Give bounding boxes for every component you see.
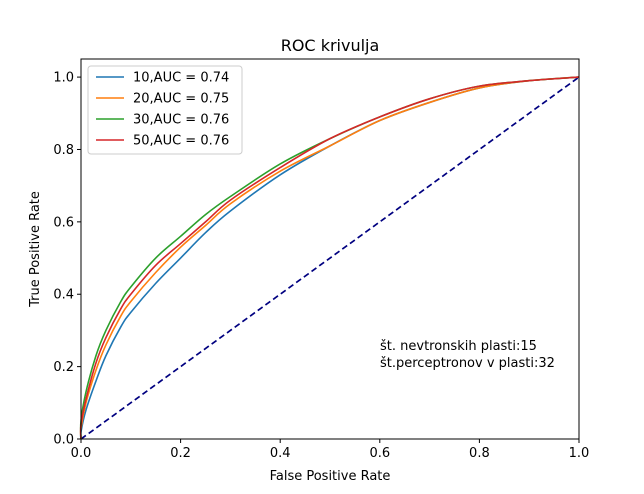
y-tick-label: 0.2 (53, 360, 74, 375)
y-tick-label: 0.4 (53, 288, 74, 303)
y-axis-label: True Positive Rate (28, 191, 43, 308)
legend-label-1: 10,AUC = 0.74 (133, 71, 229, 86)
x-axis: 0.0 0.2 0.4 0.6 0.8 1.0 (71, 439, 590, 461)
x-tick-label: 0.4 (270, 446, 291, 461)
legend-box (87, 65, 243, 155)
y-axis: 0.0 0.2 0.4 0.6 0.8 1.0 (53, 71, 81, 448)
x-tick-label: 0.0 (71, 446, 92, 461)
legend-label-4: 50,AUC = 0.76 (133, 134, 229, 149)
annotation-perceptrons: št.perceptronov v plasti:32 (380, 356, 555, 371)
x-tick-label: 1.0 (569, 446, 590, 461)
y-tick-label: 0.6 (53, 215, 74, 230)
x-tick-label: 0.8 (469, 446, 490, 461)
legend-label-3: 30,AUC = 0.76 (133, 113, 229, 128)
series-line-4 (79, 76, 580, 440)
y-tick-label: 0.8 (53, 143, 74, 158)
chart-title: ROC krivulja (281, 36, 380, 55)
series-line-2 (79, 76, 580, 440)
x-tick-label: 0.2 (170, 446, 191, 461)
legend: 10,AUC = 0.74 20,AUC = 0.75 30,AUC = 0.76 5… (87, 65, 243, 155)
annotation-layers: št. nevtronskih plasti:15 (380, 339, 537, 354)
x-axis-label: False Positive Rate (270, 469, 391, 484)
diagonal-reference-line (80, 76, 580, 440)
legend-entries: 10,AUC = 0.74 20,AUC = 0.75 30,AUC = 0.76 5… (96, 71, 229, 149)
plot-frame (80, 58, 580, 440)
y-tick-label: 0.0 (53, 433, 74, 448)
y-tick-label: 1.0 (53, 71, 74, 86)
legend-label-2: 20,AUC = 0.75 (133, 92, 229, 107)
x-tick-label: 0.6 (369, 446, 390, 461)
diagonal-layer (80, 76, 580, 440)
series-layer (79, 76, 580, 440)
